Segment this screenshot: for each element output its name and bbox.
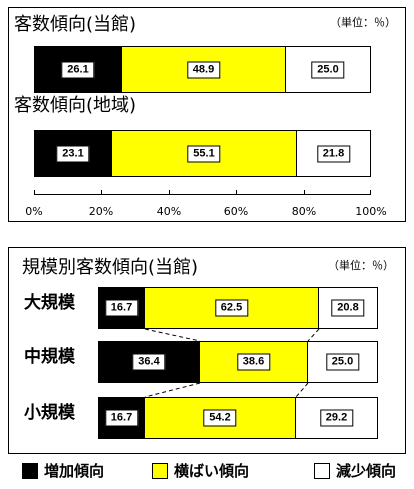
size-row-label: 小規模 — [24, 403, 75, 423]
overall-row-1-segment-decrease: 25.0 — [286, 47, 370, 92]
size-row-label: 中規模 — [24, 347, 75, 367]
legend-swatch-flat — [152, 462, 168, 479]
size-row-1-segment-increase: 16.7 — [99, 288, 145, 328]
x-axis-tick-label: 20% — [88, 205, 114, 218]
unit-note-1: （単位：％） — [330, 16, 396, 29]
size-row-1-segment-flat: 62.5 — [145, 288, 319, 328]
size-row-label: 大規模 — [24, 293, 75, 313]
x-axis-tick-label: 60% — [223, 205, 249, 218]
x-axis-tick — [304, 190, 305, 194]
overall-row-2-label-increase: 23.1 — [56, 145, 90, 162]
chart-title-region: 客数傾向(地域) — [14, 95, 137, 116]
overall-row-2-label-flat: 55.1 — [187, 145, 221, 162]
x-axis-tick — [34, 190, 35, 194]
x-axis-tick-label: 40% — [156, 205, 182, 218]
x-axis-tick — [370, 190, 371, 194]
x-axis-tick — [101, 190, 102, 194]
x-axis-tick-label: 100% — [355, 205, 387, 218]
overall-row-1-segment-increase: 26.1 — [35, 47, 122, 92]
overall-row-1-segment-flat: 48.9 — [122, 47, 286, 92]
size-row-2-label-flat: 38.6 — [236, 353, 271, 371]
legend-item-flat: 横ばい傾向 — [152, 460, 249, 481]
x-axis-tick — [169, 190, 170, 194]
overall-row-2-segment-flat: 55.1 — [112, 131, 297, 176]
size-row-2-segment-increase: 36.4 — [99, 342, 200, 382]
size-row-1-label-increase: 16.7 — [104, 299, 139, 317]
size-row-3-label-increase: 16.7 — [104, 409, 139, 427]
x-axis-line — [34, 194, 371, 195]
size-row-1-bar: 16.7 62.5 20.8 — [98, 287, 378, 329]
x-axis-tick — [236, 190, 237, 194]
legend-label-flat: 横ばい傾向 — [174, 462, 250, 480]
size-row-1-label-flat: 62.5 — [214, 299, 249, 317]
legend-swatch-increase — [22, 462, 38, 479]
overall-row-2-segment-decrease: 21.8 — [297, 131, 370, 176]
size-row-3-label-decrease: 29.2 — [319, 409, 354, 427]
legend-item-increase: 増加傾向 — [22, 460, 104, 481]
overall-row-1-label-flat: 48.9 — [186, 61, 221, 78]
size-row-3-bar: 16.7 54.2 29.2 — [98, 397, 378, 439]
size-row-3-segment-flat: 54.2 — [145, 398, 296, 438]
overall-row-1-label-decrease: 25.0 — [311, 61, 345, 78]
chart-title-own: 客数傾向(当館) — [14, 14, 137, 35]
overall-row-1-label-increase: 26.1 — [61, 61, 95, 78]
size-row-1-segment-decrease: 20.8 — [319, 288, 377, 328]
legend-item-decrease: 減少傾向 — [314, 460, 396, 481]
size-row-1-label-decrease: 20.8 — [331, 299, 365, 317]
size-row-2-segment-flat: 38.6 — [200, 342, 308, 382]
overall-row-2-label-decrease: 21.8 — [316, 145, 351, 162]
size-row-3-segment-increase: 16.7 — [99, 398, 145, 438]
size-row-2-label-decrease: 25.0 — [325, 353, 360, 371]
overall-row-2-segment-increase: 23.1 — [35, 131, 112, 176]
size-row-2-label-increase: 36.4 — [132, 353, 166, 371]
size-row-3-segment-decrease: 29.2 — [296, 398, 377, 438]
size-row-2-bar: 36.4 38.6 25.0 — [98, 341, 378, 383]
x-axis-tick-label: 0% — [25, 205, 43, 218]
legend-label-decrease: 減少傾向 — [336, 462, 397, 480]
overall-row-1-bar: 26.1 48.9 25.0 — [34, 46, 371, 93]
legend-label-increase: 増加傾向 — [44, 462, 105, 480]
size-row-3-label-flat: 54.2 — [203, 409, 237, 427]
x-axis-tick-label: 80% — [291, 205, 317, 218]
chart-panel-overall — [8, 7, 406, 222]
unit-note-2: （単位：％） — [328, 259, 394, 272]
size-row-2-segment-decrease: 25.0 — [308, 342, 377, 382]
legend-swatch-decrease — [314, 462, 330, 479]
chart-title-by-size: 規模別客数傾向(当館) — [22, 257, 199, 278]
overall-row-2-bar: 23.1 55.1 21.8 — [34, 130, 371, 177]
